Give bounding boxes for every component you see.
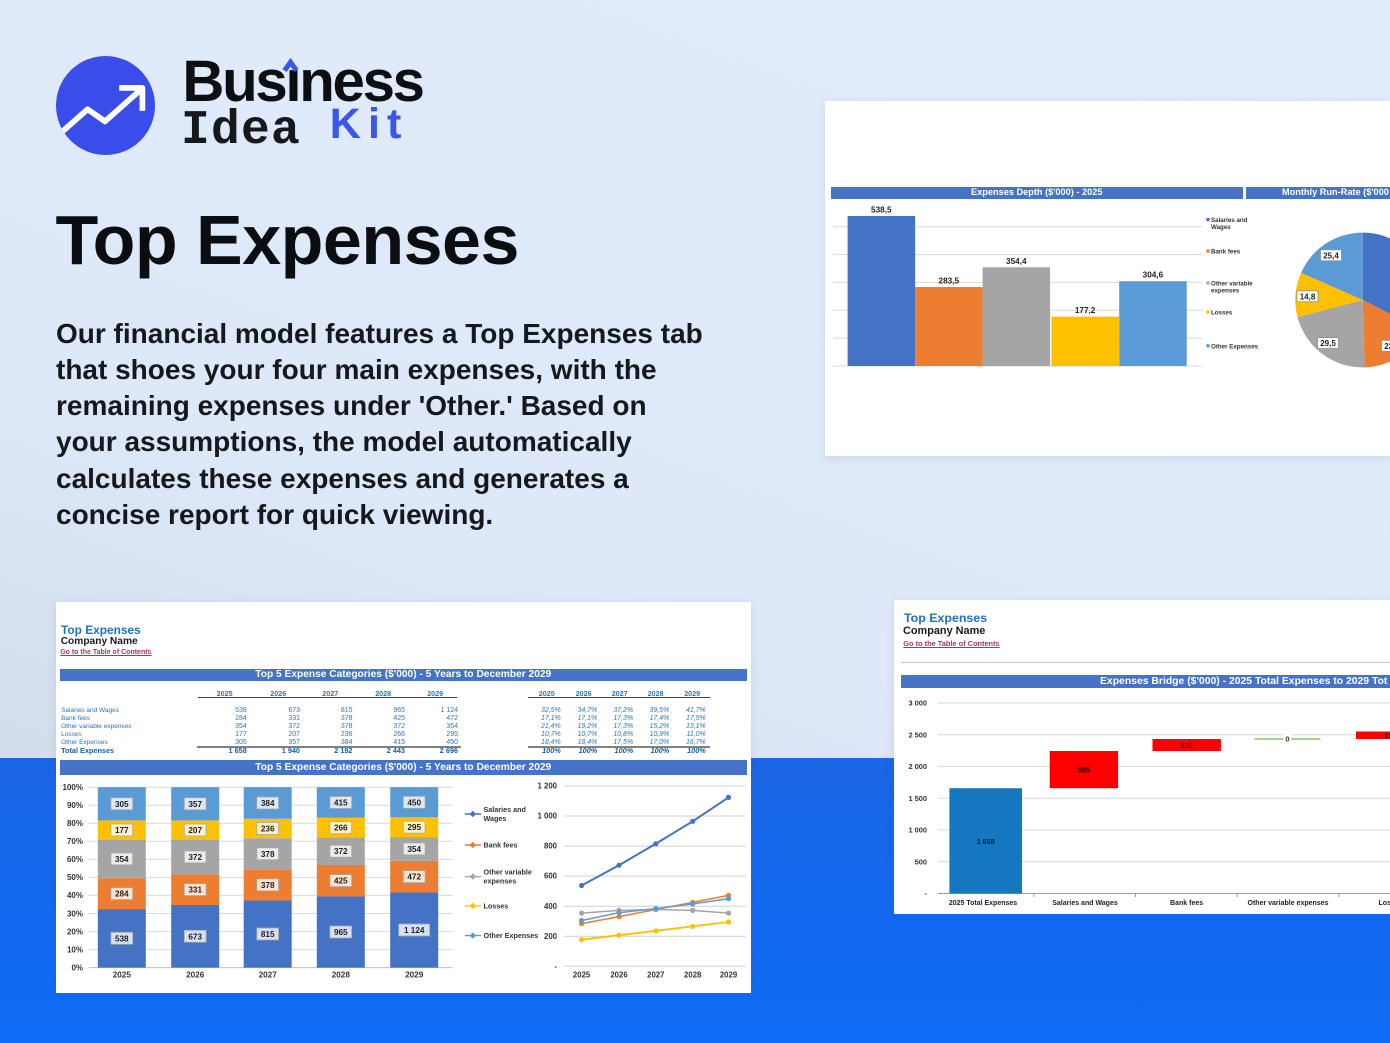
svg-text:378: 378 — [261, 850, 275, 859]
svg-text:283,5: 283,5 — [939, 277, 960, 286]
svg-text:415: 415 — [334, 799, 348, 808]
svg-text:2028: 2028 — [684, 970, 702, 979]
svg-text:118: 118 — [1384, 731, 1390, 740]
svg-text:354: 354 — [115, 855, 129, 864]
svg-text:2029: 2029 — [720, 970, 738, 979]
svg-text:372: 372 — [334, 847, 348, 856]
svg-text:Bank fees: Bank fees — [484, 841, 518, 850]
svg-text:40%: 40% — [67, 891, 83, 900]
svg-text:Other Expenses: Other Expenses — [1211, 343, 1259, 350]
svg-text:Wages: Wages — [484, 814, 507, 823]
svg-text:965: 965 — [334, 928, 348, 937]
svg-text:25,4: 25,4 — [1323, 251, 1339, 260]
svg-text:400: 400 — [544, 902, 558, 911]
svg-text:207: 207 — [188, 826, 202, 835]
svg-text:1 124: 1 124 — [404, 926, 425, 935]
svg-text:2029: 2029 — [405, 971, 424, 980]
svg-text:0%: 0% — [71, 963, 83, 972]
svg-text:30%: 30% — [67, 909, 83, 918]
svg-text:450: 450 — [407, 798, 421, 807]
svg-text:200: 200 — [544, 932, 558, 941]
svg-text:Salaries and: Salaries and — [484, 805, 526, 814]
svg-text:177: 177 — [115, 826, 129, 835]
svg-text:Other variable: Other variable — [1211, 281, 1253, 288]
svg-text:815: 815 — [261, 930, 275, 939]
svg-text:304,6: 304,6 — [1143, 271, 1164, 280]
svg-text:1 000: 1 000 — [537, 812, 557, 821]
svg-text:Losses: Losses — [484, 901, 509, 910]
svg-text:0: 0 — [1285, 735, 1289, 744]
svg-text:Salaries and: Salaries and — [1211, 217, 1248, 224]
svg-text:472: 472 — [407, 873, 421, 882]
svg-text:Salaries and Wages: Salaries and Wages — [1052, 900, 1118, 907]
svg-text:295: 295 — [407, 823, 421, 832]
svg-text:2025: 2025 — [573, 970, 591, 979]
svg-text:1 000: 1 000 — [909, 826, 928, 835]
svg-text:Other variable: Other variable — [484, 868, 532, 877]
svg-text:673: 673 — [188, 932, 202, 941]
svg-text:357: 357 — [188, 800, 202, 809]
svg-text:585: 585 — [1078, 766, 1090, 775]
svg-text:384: 384 — [261, 799, 275, 808]
svg-text:2027: 2027 — [259, 971, 278, 980]
svg-text:354: 354 — [407, 845, 421, 854]
svg-text:50%: 50% — [67, 873, 83, 882]
svg-text:538,5: 538,5 — [871, 206, 892, 215]
svg-text:80%: 80% — [67, 819, 83, 828]
svg-text:Losses: Losses — [1379, 900, 1390, 907]
svg-text:60%: 60% — [67, 855, 83, 864]
svg-text:2026: 2026 — [610, 970, 628, 979]
svg-text:305: 305 — [115, 800, 129, 809]
svg-text:425: 425 — [334, 877, 348, 886]
svg-text:2025 Total Expenses: 2025 Total Expenses — [949, 900, 1017, 907]
svg-text:90%: 90% — [67, 801, 83, 810]
svg-text:10%: 10% — [67, 945, 83, 954]
svg-text:266: 266 — [334, 824, 348, 833]
svg-text:800: 800 — [544, 842, 558, 851]
svg-text:2 000: 2 000 — [909, 762, 928, 771]
svg-text:29,5: 29,5 — [1320, 339, 1336, 348]
svg-text:2026: 2026 — [186, 971, 205, 980]
svg-text:372: 372 — [188, 853, 202, 862]
svg-text:-: - — [925, 889, 928, 898]
svg-text:100%: 100% — [63, 783, 83, 792]
svg-text:538: 538 — [115, 934, 129, 943]
svg-text:Bank fees: Bank fees — [1170, 900, 1203, 907]
svg-text:284: 284 — [115, 890, 129, 899]
svg-text:378: 378 — [261, 881, 275, 890]
svg-text:1 200: 1 200 — [537, 782, 557, 791]
svg-text:236: 236 — [261, 825, 275, 834]
svg-text:expenses: expenses — [484, 877, 517, 886]
svg-text:1 500: 1 500 — [909, 794, 928, 803]
svg-text:23,6: 23,6 — [1384, 342, 1390, 351]
svg-text:2 500: 2 500 — [909, 730, 928, 739]
svg-text:177,2: 177,2 — [1075, 306, 1096, 315]
svg-text:Bank fees: Bank fees — [1211, 249, 1241, 256]
svg-text:600: 600 — [544, 872, 558, 881]
svg-text:354,4: 354,4 — [1006, 257, 1027, 266]
svg-text:-: - — [554, 962, 557, 971]
svg-text:70%: 70% — [67, 837, 83, 846]
svg-text:2027: 2027 — [647, 970, 664, 979]
svg-text:Wages: Wages — [1211, 224, 1231, 231]
svg-text:20%: 20% — [67, 927, 83, 936]
svg-text:Losses: Losses — [1211, 310, 1233, 317]
svg-text:14,8: 14,8 — [1300, 292, 1316, 301]
svg-text:Other Expenses: Other Expenses — [484, 931, 539, 940]
svg-text:2028: 2028 — [332, 971, 351, 980]
svg-text:1 658: 1 658 — [977, 837, 995, 846]
svg-text:expenses: expenses — [1211, 288, 1240, 295]
svg-text:331: 331 — [188, 886, 202, 895]
svg-text:2025: 2025 — [113, 971, 132, 980]
svg-text:3 000: 3 000 — [909, 699, 928, 708]
svg-text:500: 500 — [915, 857, 927, 866]
svg-text:189: 189 — [1181, 741, 1193, 750]
svg-text:Other variable expenses: Other variable expenses — [1248, 900, 1329, 907]
